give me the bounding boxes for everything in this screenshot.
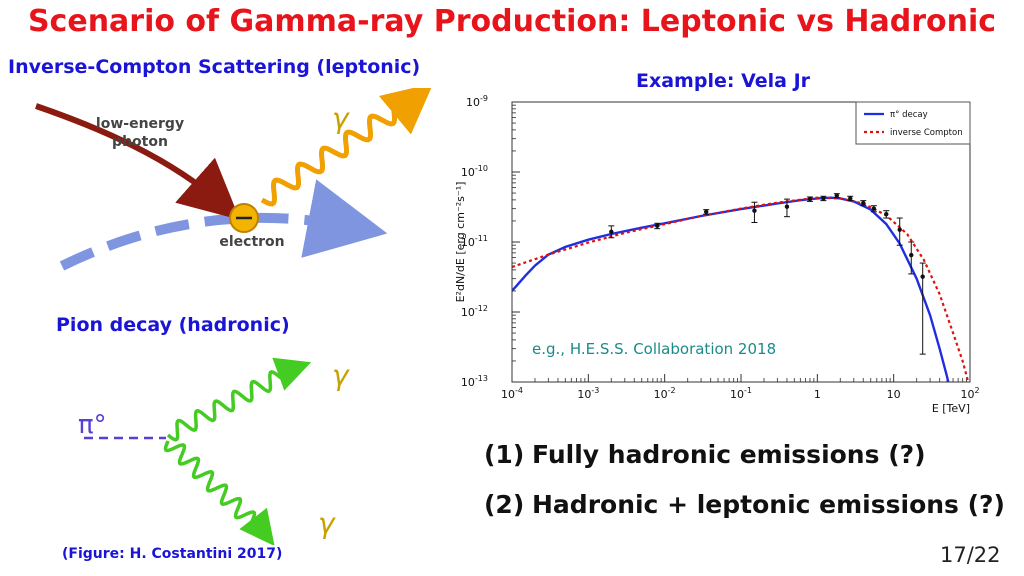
point-2-number: (2) bbox=[484, 490, 525, 519]
x-axis-ticks: 10-4 10-3 10-2 10-1 1 10 102 bbox=[501, 374, 980, 401]
gamma-wave-upper bbox=[166, 357, 312, 442]
y-axis-label: E²dN/dE [erg cm⁻²s⁻¹] bbox=[454, 182, 467, 303]
data-point bbox=[861, 200, 866, 206]
data-point bbox=[609, 229, 614, 234]
x-tick-label: 10 bbox=[887, 388, 901, 401]
y-tick-label: 10-13 bbox=[461, 374, 488, 389]
y-axis-ticks: 10-9 10-10 10-11 10-12 10-13 bbox=[461, 94, 520, 389]
data-point bbox=[655, 223, 660, 229]
x-tick-label: 102 bbox=[960, 386, 979, 401]
legend-label-1: inverse Compton bbox=[890, 128, 963, 138]
x-tick-label: 10-3 bbox=[577, 386, 599, 401]
x-tick-label: 1 bbox=[814, 388, 821, 401]
data-points bbox=[608, 193, 926, 355]
series-line-0 bbox=[512, 196, 950, 382]
point-2: (2) Hadronic + leptonic emissions (?) bbox=[484, 490, 1005, 519]
page-number: 17/22 bbox=[940, 543, 1001, 567]
data-point bbox=[752, 208, 757, 213]
data-point bbox=[909, 252, 914, 258]
x-axis-label: E [TeV] bbox=[932, 402, 970, 415]
data-point bbox=[807, 196, 813, 202]
x-tick-label: 10-2 bbox=[654, 386, 676, 401]
gamma-ray-wave bbox=[260, 88, 434, 207]
pion-symbol: π° bbox=[78, 410, 107, 440]
data-point bbox=[897, 227, 902, 232]
y-tick-label: 10-12 bbox=[461, 304, 488, 319]
data-point bbox=[848, 196, 853, 201]
point-1: (1) Fully hadronic emissions (?) bbox=[484, 440, 926, 469]
gamma-symbol: γ bbox=[332, 102, 350, 135]
data-point bbox=[871, 206, 877, 211]
chart-annotation: e.g., H.E.S.S. Collaboration 2018 bbox=[532, 340, 776, 358]
data-point bbox=[703, 209, 709, 215]
gamma-symbol-upper: γ bbox=[332, 359, 350, 392]
chart-legend: π° decay inverse Compton bbox=[855, 101, 971, 145]
data-point bbox=[821, 196, 826, 201]
model-curves bbox=[512, 196, 970, 382]
figure-credit: (Figure: H. Costantini 2017) bbox=[62, 546, 283, 562]
slide-title: Scenario of Gamma-ray Production: Lepton… bbox=[27, 4, 997, 39]
y-tick-label: 10-11 bbox=[461, 234, 488, 249]
gamma-wave-lower bbox=[163, 440, 275, 545]
series-line-1 bbox=[512, 196, 970, 382]
plot-frame bbox=[511, 101, 971, 383]
gamma-symbol-lower: γ bbox=[318, 507, 336, 540]
y-tick-label: 10-10 bbox=[461, 164, 488, 179]
data-point bbox=[834, 193, 840, 198]
y-tick-label: 10-9 bbox=[466, 94, 488, 109]
ic-heading: Inverse-Compton Scattering (leptonic) bbox=[8, 56, 421, 78]
pion-heading: Pion decay (hadronic) bbox=[56, 314, 290, 336]
data-point bbox=[784, 204, 790, 209]
data-point bbox=[884, 211, 889, 217]
data-point bbox=[920, 274, 925, 279]
point-1-number: (1) bbox=[484, 440, 525, 469]
point-2-text: Hadronic + leptonic emissions (?) bbox=[532, 490, 1005, 519]
electron-path bbox=[59, 179, 388, 271]
photon-label-line2: photon bbox=[112, 134, 168, 150]
x-tick-label: 10-4 bbox=[501, 386, 523, 401]
example-heading: Example: Vela Jr bbox=[636, 70, 811, 92]
x-tick-label: 10-1 bbox=[730, 386, 752, 401]
low-energy-photon-arrow bbox=[35, 103, 240, 220]
electron-label: electron bbox=[219, 234, 284, 250]
inverse-compton-diagram: low-energy photon electron γ bbox=[35, 88, 434, 271]
photon-label-line1: low-energy bbox=[96, 116, 184, 132]
legend-label-0: π° decay bbox=[890, 110, 928, 120]
point-1-text: Fully hadronic emissions (?) bbox=[532, 440, 926, 469]
pion-decay-diagram: π° γ γ bbox=[78, 357, 350, 545]
